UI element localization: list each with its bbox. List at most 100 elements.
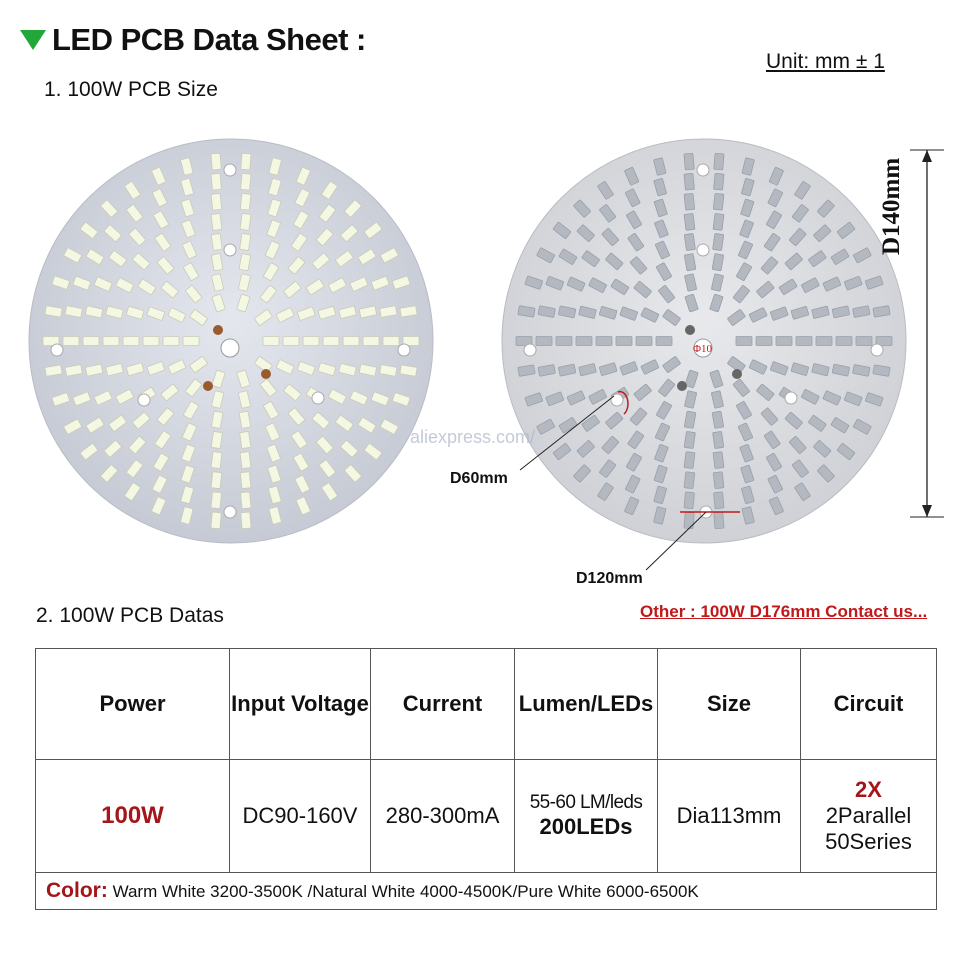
led-chip	[605, 411, 624, 430]
led-chip	[537, 364, 556, 377]
mount-hole	[311, 391, 325, 405]
page-title: LED PCB Data Sheet :	[20, 22, 366, 58]
led-chip	[635, 336, 653, 346]
led-chip	[379, 305, 398, 318]
led-chip	[282, 336, 300, 346]
mount-hole	[696, 163, 710, 177]
led-chip	[865, 392, 884, 407]
led-chip	[573, 199, 591, 218]
led-chip	[268, 506, 282, 525]
led-chip	[558, 417, 578, 434]
led-chip	[63, 247, 82, 264]
led-chip	[85, 305, 104, 319]
led-chip	[153, 452, 169, 472]
led-chip	[211, 390, 224, 409]
led-chip	[813, 440, 832, 458]
led-chip	[275, 307, 295, 323]
led-chip	[558, 363, 577, 377]
led-chip	[711, 273, 724, 292]
led-chip	[51, 392, 70, 407]
led-chip	[822, 390, 842, 406]
led-chip	[656, 262, 672, 281]
led-chip	[115, 277, 134, 293]
table-header-row: Power Input Voltage Current Lumen/LEDs S…	[35, 648, 937, 760]
led-chip	[382, 336, 400, 346]
led-chip	[855, 336, 873, 346]
led-chip	[709, 293, 724, 313]
led-chip	[732, 285, 750, 304]
led-chip	[626, 210, 642, 230]
led-chip	[238, 390, 251, 409]
led-chip	[872, 305, 891, 318]
led-chip	[683, 213, 696, 231]
led-chip	[658, 378, 676, 397]
other-option-link[interactable]: Other : 100W D176mm Contact us...	[640, 602, 928, 621]
led-chip	[811, 363, 830, 377]
led-chip	[830, 417, 850, 434]
led-chip	[146, 306, 165, 321]
led-chip	[658, 285, 676, 304]
led-chip	[108, 414, 127, 432]
led-chip	[601, 228, 619, 246]
led-chip	[801, 277, 820, 293]
led-chip	[210, 213, 223, 231]
led-chip	[103, 224, 122, 242]
led-chip	[268, 157, 282, 176]
led-chip	[358, 363, 377, 377]
led-chip	[267, 464, 282, 484]
led-chip	[338, 305, 357, 319]
led-chip	[240, 152, 252, 171]
led-chip	[552, 443, 572, 461]
led-chip	[238, 410, 251, 429]
led-chip	[524, 392, 543, 407]
led-chip	[739, 219, 754, 238]
led-chip	[768, 166, 784, 186]
led-chip	[183, 401, 199, 420]
led-chip	[653, 464, 668, 484]
led-chip	[239, 471, 252, 489]
led-chip	[160, 383, 179, 401]
led-chip	[342, 336, 360, 346]
led-chip	[210, 233, 223, 251]
col-size: Size	[657, 648, 801, 760]
led-chip	[524, 275, 543, 290]
led-chip	[684, 369, 699, 389]
led-chip	[740, 198, 755, 218]
led-chip	[640, 307, 660, 323]
led-chip	[189, 309, 208, 326]
col-current: Current	[370, 648, 515, 760]
d120-leader-line	[645, 511, 707, 571]
led-chip	[338, 363, 357, 377]
led-chip	[156, 256, 175, 275]
led-chip	[103, 440, 122, 458]
led-chip	[305, 278, 325, 296]
led-chip	[371, 391, 390, 406]
led-chip	[732, 378, 750, 397]
led-chip	[392, 392, 411, 407]
led-chip	[711, 410, 724, 429]
led-chip	[713, 511, 725, 530]
table-row: 100W DC90-160V 280-300mA 55-60 LM/leds 2…	[35, 759, 937, 873]
led-chip	[124, 181, 141, 200]
led-chip	[662, 356, 681, 373]
led-chip	[552, 221, 572, 239]
led-chip	[210, 451, 223, 469]
led-chip	[128, 228, 146, 246]
led-chip	[189, 356, 208, 373]
led-chip	[766, 210, 782, 230]
power-value: 100W	[101, 802, 164, 829]
led-chip	[619, 361, 638, 376]
led-chip	[760, 407, 779, 426]
led-chip	[349, 390, 369, 406]
led-chip	[210, 431, 223, 449]
led-chip	[79, 443, 99, 461]
led-chip	[713, 173, 725, 191]
led-chip	[128, 436, 146, 454]
led-chip	[844, 391, 863, 406]
led-chip	[181, 219, 196, 238]
led-chip	[266, 444, 281, 463]
watermark: aliexpress.com/	[410, 427, 535, 447]
led-chip	[712, 451, 725, 469]
led-chip	[790, 306, 810, 320]
led-chip	[167, 359, 187, 375]
